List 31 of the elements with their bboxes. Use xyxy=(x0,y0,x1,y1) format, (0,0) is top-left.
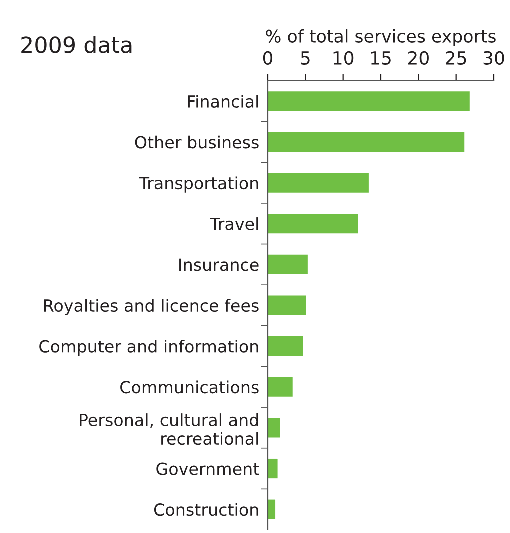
bar xyxy=(268,92,470,112)
bar xyxy=(268,214,358,234)
x-tick-label: 15 xyxy=(371,52,391,65)
text: 2009 data xyxy=(22,36,132,54)
y-tick-label: Communications xyxy=(120,380,259,394)
y-tick-label: Travel xyxy=(210,218,258,230)
y-tick-label: Royalties and licence fees xyxy=(44,299,259,316)
bar xyxy=(268,377,293,397)
x-tick-label: 25 xyxy=(446,51,466,65)
bar xyxy=(268,254,308,274)
bar xyxy=(268,173,369,193)
y-tick-label: Construction xyxy=(154,503,258,516)
x-tick-label: 30 xyxy=(484,51,504,65)
x-tick-label: 20 xyxy=(408,51,429,65)
y-tick-label: Computer and information xyxy=(40,340,258,356)
bar xyxy=(268,296,306,316)
y-tick-label: Transportation xyxy=(139,176,258,193)
bar xyxy=(268,458,278,479)
x-tick-label: 0 xyxy=(263,51,273,65)
bar xyxy=(268,336,304,356)
bar xyxy=(268,132,465,152)
y-tick-label: Government xyxy=(156,462,260,476)
y-tick-label: Personal, cultural and recreational xyxy=(80,414,258,446)
bar xyxy=(268,500,276,520)
y-tick-label: Financial xyxy=(188,95,258,108)
x-tick-label: 5 xyxy=(301,52,310,65)
bar xyxy=(268,418,280,438)
y-tick-label: Other business xyxy=(135,136,259,149)
y-tick-label: Insurance xyxy=(180,258,259,272)
x-axis-title: % of total services exports xyxy=(266,30,496,46)
x-tick-label: 10 xyxy=(334,51,354,65)
